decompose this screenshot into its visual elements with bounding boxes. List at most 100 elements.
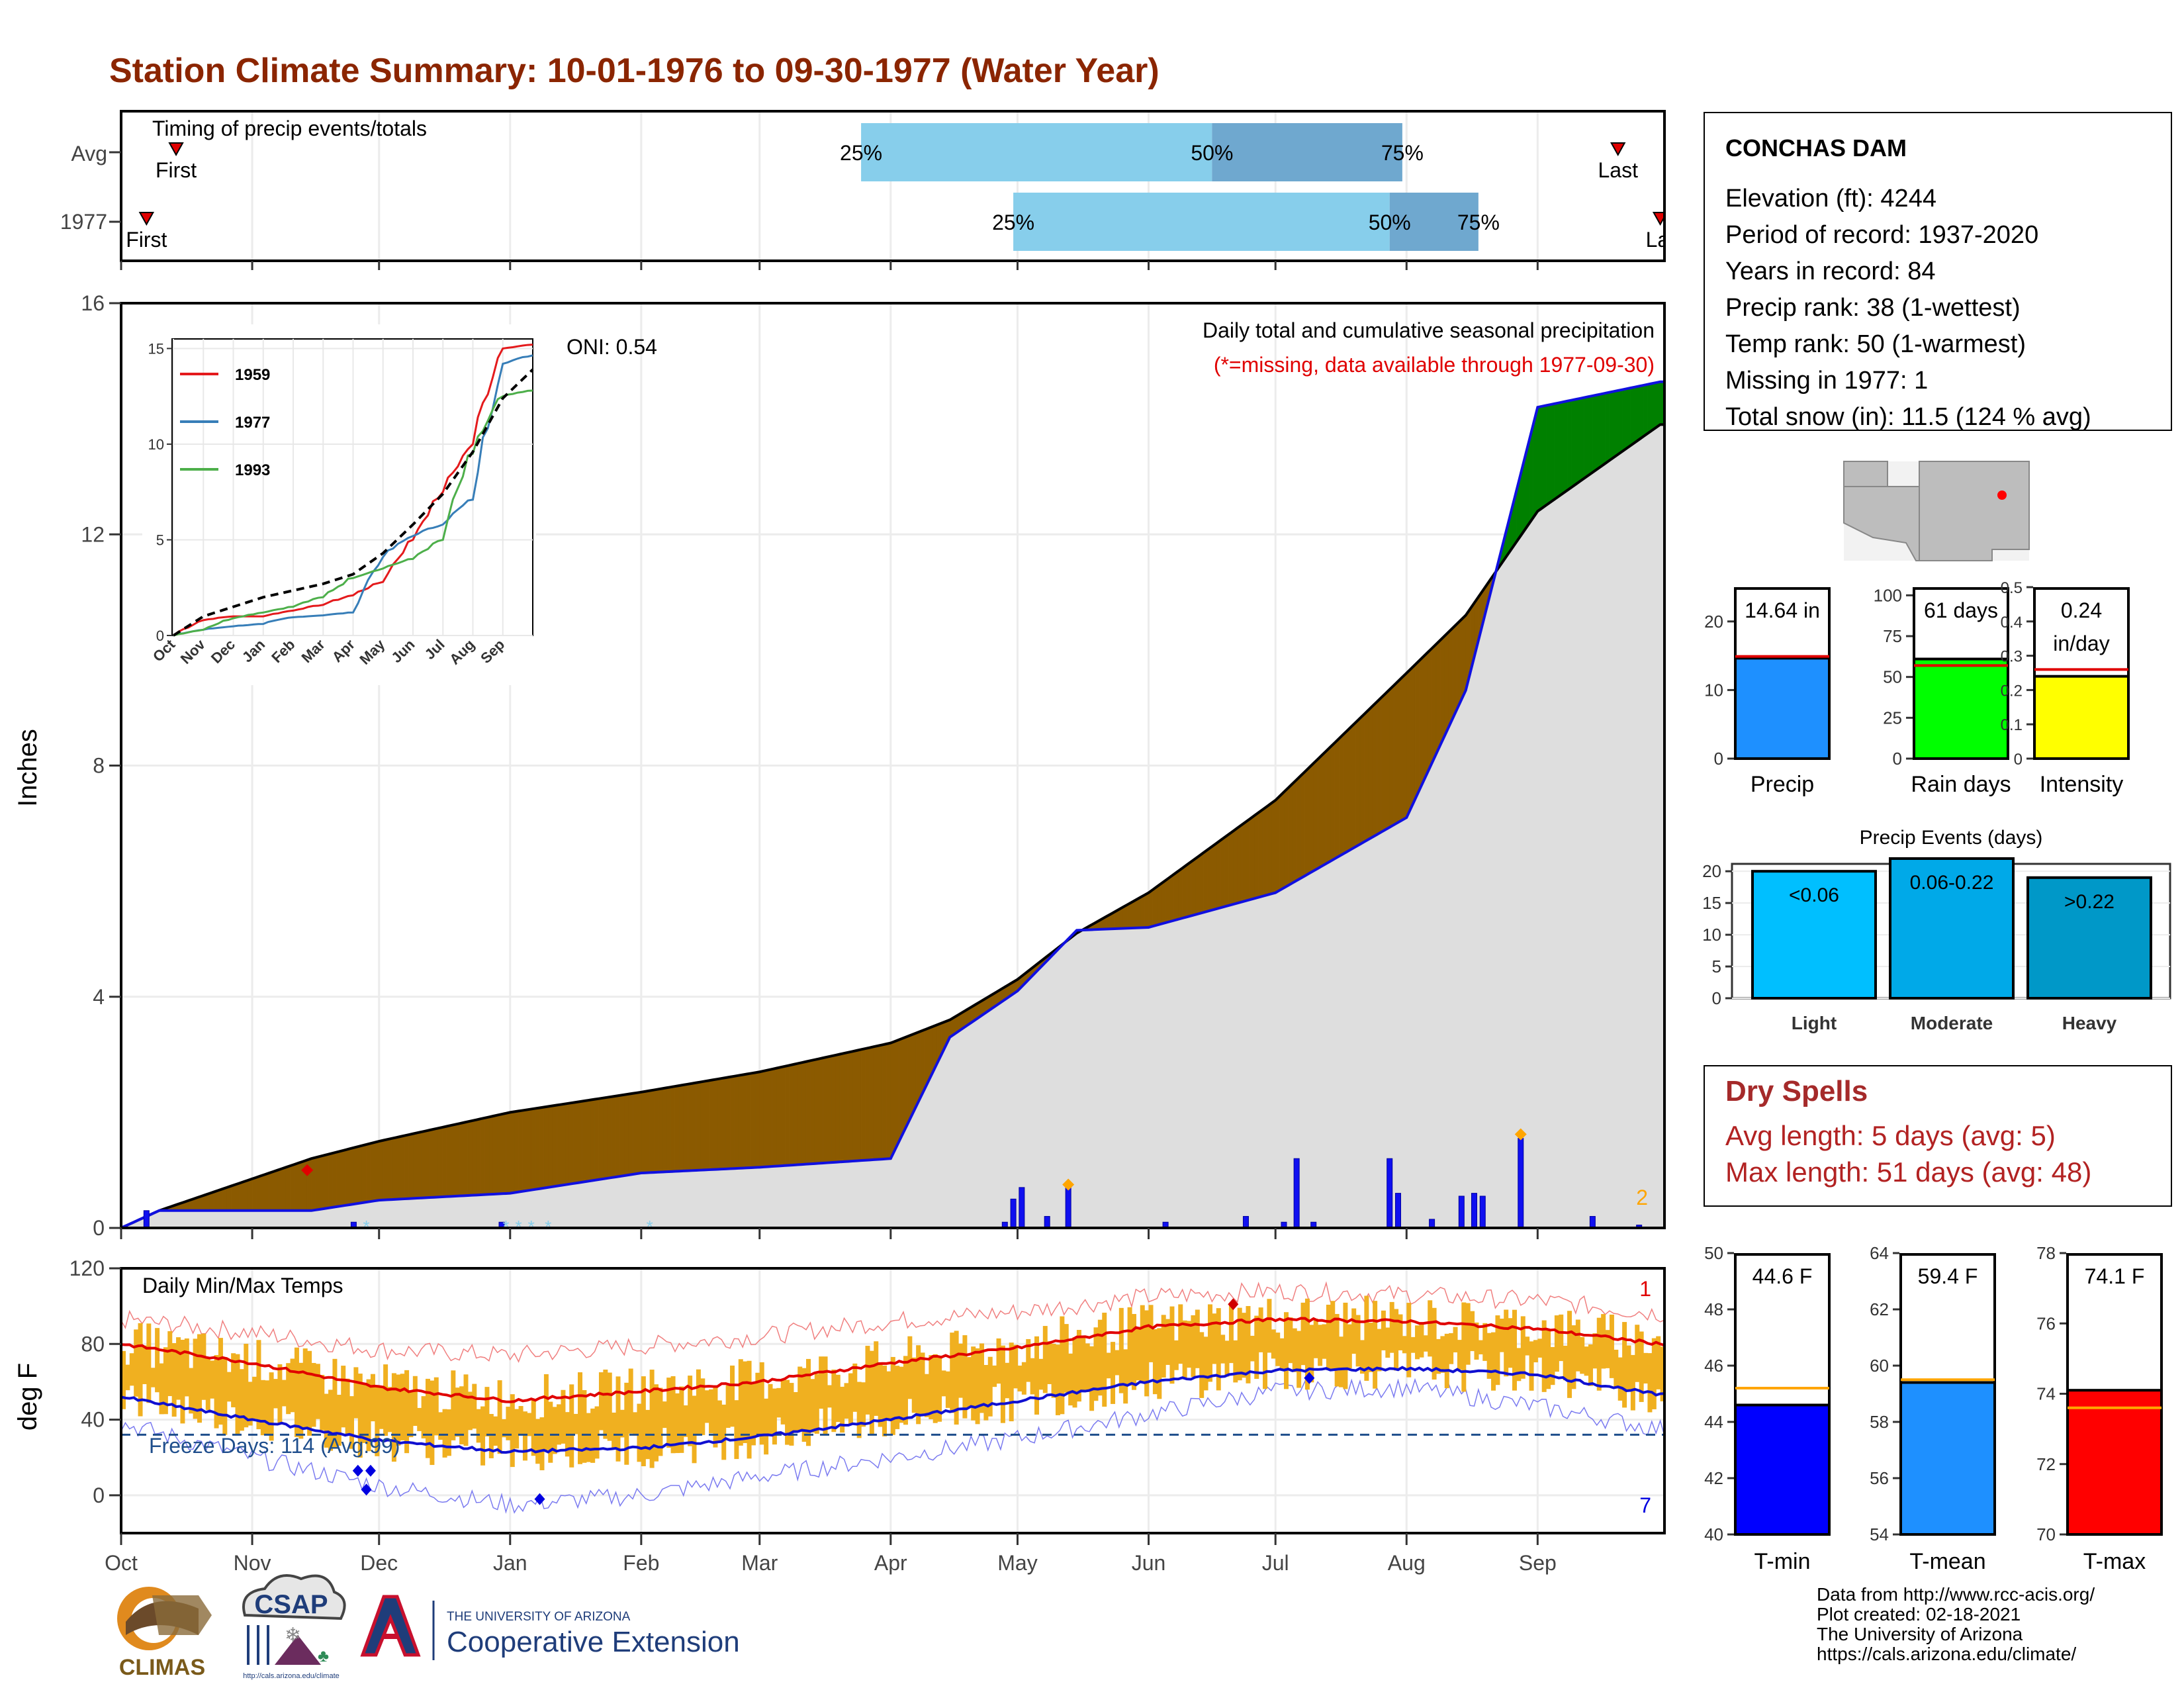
departure-segment [725, 1076, 731, 1170]
daily-temp-bar [552, 1407, 557, 1454]
daily-temp-bar [776, 1387, 782, 1418]
daily-temp-bar [1228, 1305, 1234, 1364]
daily-temp-bar [1309, 1325, 1314, 1383]
daily-temp-bar [1237, 1307, 1242, 1381]
daily-temp-bar [193, 1338, 198, 1419]
daily-temp-bar [1283, 1312, 1289, 1389]
departure-segment [755, 1071, 760, 1168]
timing-panel: Timing of precip events/totals Avg 1977 … [60, 110, 1706, 263]
departure-segment [391, 1137, 396, 1200]
daily-temp-bar [1093, 1327, 1099, 1401]
departure-segment [878, 1045, 883, 1160]
daily-temp-bar [184, 1338, 189, 1397]
daily-temp-bar [1051, 1343, 1056, 1398]
departure-segment [1453, 623, 1458, 718]
locator-map [1843, 461, 2030, 561]
daily-temp-bar [176, 1337, 181, 1400]
daily-precip-bar [1044, 1216, 1050, 1229]
daily-temp-bar [1288, 1317, 1293, 1364]
dry-spells-box: Dry Spells Avg length: 5 days (avg: 5) M… [1704, 1065, 2172, 1207]
mini-bar-tick-label: 56 [1870, 1468, 1889, 1488]
daily-temp-bar [1224, 1340, 1230, 1377]
mini-bar-value [1734, 1403, 1831, 1536]
daily-temp-bar [1529, 1341, 1534, 1391]
daily-precip-bar [1458, 1196, 1465, 1229]
daily-temp-bar [586, 1413, 591, 1462]
departure-segment [565, 1103, 570, 1186]
departure-segment [607, 1096, 612, 1179]
daily-temp-bar [1588, 1344, 1593, 1386]
daily-temp-bar [362, 1383, 367, 1444]
departure-segment [692, 1082, 697, 1171]
mini-bar-category-label: Intensity [2040, 772, 2124, 797]
daily-temp-bar [298, 1362, 304, 1439]
events-bar-label: >0.22 [2064, 891, 2115, 913]
daily-temp-bar [366, 1379, 371, 1452]
daily-temp-bar [852, 1363, 858, 1412]
daily-temp-bar [1047, 1341, 1052, 1384]
temp-record-marker [1228, 1298, 1239, 1311]
daily-temp-bar [302, 1348, 308, 1430]
daily-temp-bar [1081, 1337, 1086, 1391]
daily-temp-bar [856, 1382, 862, 1438]
departure-segment [729, 1076, 735, 1169]
departure-segment [251, 1177, 257, 1211]
departure-segment [1423, 652, 1428, 782]
daily-temp-bar [874, 1341, 879, 1416]
departure-segment [357, 1145, 363, 1204]
mini-bar-tick-label: 50 [1704, 1243, 1723, 1263]
departure-segment [1368, 705, 1373, 840]
daily-temp-bar [869, 1350, 874, 1435]
daily-temp-bar [430, 1380, 435, 1466]
daily-temp-bar [751, 1383, 756, 1446]
departure-segment [1313, 759, 1318, 872]
daily-temp-bar [1546, 1329, 1551, 1389]
daily-temp-bar [391, 1373, 396, 1462]
mini-bar-tick-label: 44 [1704, 1412, 1723, 1432]
daily-temp-bar [971, 1346, 976, 1421]
daily-temp-bar [396, 1374, 401, 1446]
departure-segment [1432, 643, 1437, 763]
daily-temp-bar [235, 1354, 240, 1435]
daily-temp-bar [700, 1378, 705, 1435]
temp-count-top: 1 [1639, 1277, 1651, 1301]
departure-segment [226, 1186, 232, 1211]
daily-temp-bar [1486, 1333, 1492, 1379]
mini-bar-value [1899, 1381, 1996, 1536]
daily-temp-bar [146, 1323, 152, 1403]
daily-temp-bar [332, 1358, 338, 1448]
daily-temp-bar [772, 1388, 777, 1445]
daily-temp-bar [417, 1407, 422, 1431]
daily-temp-bar [1533, 1340, 1538, 1362]
daily-temp-bar [497, 1380, 502, 1454]
daily-temp-bar [375, 1385, 380, 1456]
mini-bar-tick-label: 76 [2036, 1313, 2056, 1333]
timing-pct-label: 75% [1457, 211, 1500, 234]
departure-segment [569, 1102, 574, 1185]
departure-segment [1246, 818, 1251, 902]
daily-temp-bar [387, 1387, 392, 1432]
temp-label: Daily Min/Max Temps [142, 1274, 343, 1297]
departure-segment [218, 1188, 223, 1211]
daily-temp-bar [1009, 1342, 1014, 1422]
precip-ytick-label: 4 [93, 985, 105, 1009]
daily-temp-bar [357, 1374, 363, 1458]
departure-segment [683, 1084, 688, 1172]
departure-segment [1355, 718, 1361, 847]
daily-temp-bar [1182, 1320, 1187, 1378]
daily-temp-bar [1127, 1307, 1132, 1386]
summary-bars: 0 10 20 14.64 in Precip 0 25 50 75 100 61 days Rain… [1704, 579, 2130, 797]
daily-temp-bar [941, 1370, 946, 1397]
departure-segment [1635, 386, 1639, 443]
daily-temp-bar [201, 1333, 206, 1400]
daily-temp-bar [1118, 1307, 1124, 1393]
departure-segment [1140, 894, 1145, 928]
departure-segment [839, 1053, 844, 1162]
departure-segment [235, 1182, 240, 1211]
departure-segment [1207, 846, 1212, 912]
month-axis: Oct Nov Dec Jan Feb Mar Apr May Jun Jul Aug Sep [105, 261, 1557, 1575]
daily-temp-bar [1246, 1305, 1251, 1383]
daily-temp-bar [231, 1353, 236, 1407]
departure-segment [1639, 385, 1644, 440]
